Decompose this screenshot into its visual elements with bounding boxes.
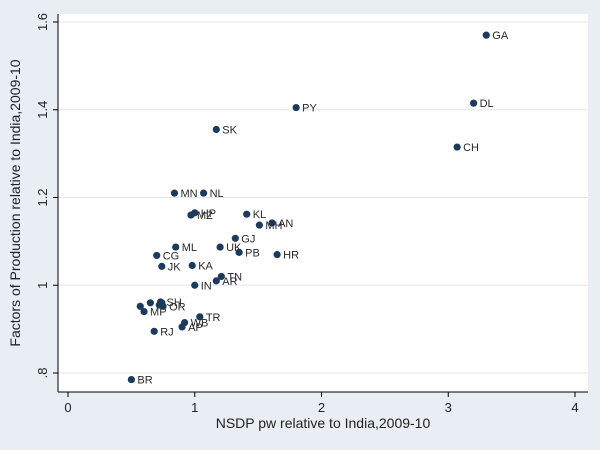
point-label-sk: SK <box>222 124 237 136</box>
data-point-cg <box>153 251 161 260</box>
data-point-ml <box>172 243 180 251</box>
x-tick-label: 0 <box>64 400 71 415</box>
point-label-jk: JK <box>168 261 182 273</box>
point-label-ch: CH <box>463 142 479 154</box>
data-point-hr <box>273 250 281 259</box>
data-point-nl <box>200 189 208 197</box>
point-label-mh: MH <box>265 220 282 232</box>
x-axis-title: NSDP pw relative to India,2009-10 <box>216 415 431 431</box>
point-label-wb: WB <box>191 318 209 330</box>
point-label-ga: GA <box>492 30 509 42</box>
data-point-mz <box>187 211 195 219</box>
data-point-jk <box>158 262 166 270</box>
point-label-gj: GJ <box>241 233 255 245</box>
point-label-cg: CG <box>163 250 180 262</box>
data-point-kl <box>243 210 251 218</box>
point-label-dl: DL <box>480 98 494 110</box>
data-point-gj <box>231 234 239 242</box>
data-point <box>146 299 154 307</box>
point-label-hp: HP <box>201 208 216 220</box>
gridlines <box>58 21 588 374</box>
data-point-ka <box>188 261 196 270</box>
data-point-or <box>159 302 167 310</box>
x-tick-label: 4 <box>571 400 578 415</box>
data-point <box>136 302 144 310</box>
data-point-ar <box>212 277 220 285</box>
y-tick-label: 1.2 <box>35 188 50 206</box>
x-tick-label: 3 <box>445 400 452 415</box>
data-point-br <box>127 375 135 384</box>
point-label-or: OR <box>169 301 186 313</box>
y-tick-label: 1.6 <box>35 13 50 31</box>
point-label-kl: KL <box>253 209 266 221</box>
data-point-an <box>268 219 276 227</box>
point-label-mn: MN <box>180 188 197 200</box>
point-label-ar: AR <box>222 276 237 288</box>
y-tick-label: 1 <box>35 282 50 289</box>
data-point-in <box>191 281 199 289</box>
data-point-uk <box>216 243 224 251</box>
data-point-rj <box>150 327 158 335</box>
point-label-ap: AP <box>188 322 203 334</box>
point-label-ml: ML <box>182 242 197 254</box>
data-point-mh <box>255 221 263 229</box>
point-label-sh: SH <box>167 297 182 309</box>
point-label-in: IN <box>201 280 212 292</box>
data-point-py <box>292 103 300 112</box>
point-label-tr: TR <box>206 312 221 324</box>
data-point-ga <box>482 31 490 39</box>
data-point-sk <box>212 125 220 134</box>
point-label-an: AN <box>278 218 293 230</box>
point-label-mz: MZ <box>197 210 213 222</box>
data-point-ch <box>453 143 461 151</box>
x-tick-label: 1 <box>191 400 198 415</box>
y-tick-label: .8 <box>35 368 50 379</box>
x-tick-label: 2 <box>318 400 325 415</box>
data-point-ap <box>178 323 186 331</box>
point-label-tn: TN <box>227 271 242 283</box>
point-label-mp: MP <box>150 307 167 319</box>
point-label-ka: KA <box>198 261 213 273</box>
data-point-mp <box>140 307 148 316</box>
point-label-br: BR <box>137 375 152 387</box>
data-point-dl <box>470 99 478 107</box>
y-axis-title: Factors of Production relative to India,… <box>7 59 23 346</box>
point-label-rj: RJ <box>160 326 173 338</box>
data-point-tr <box>196 313 204 321</box>
data-point-tn <box>217 272 225 281</box>
point-label-nl: NL <box>210 188 224 200</box>
point-label-hr: HR <box>283 250 299 262</box>
point-label-pb: PB <box>245 247 260 259</box>
axis-ticks: .8 1 1.2 1.4 1.6 0 1 2 3 4 <box>35 13 579 415</box>
data-point-mn <box>170 189 179 197</box>
plot-area <box>58 14 588 392</box>
data-point-pb <box>235 248 243 256</box>
point-label-py: PY <box>302 103 317 115</box>
y-tick-label: 1.4 <box>35 101 50 119</box>
